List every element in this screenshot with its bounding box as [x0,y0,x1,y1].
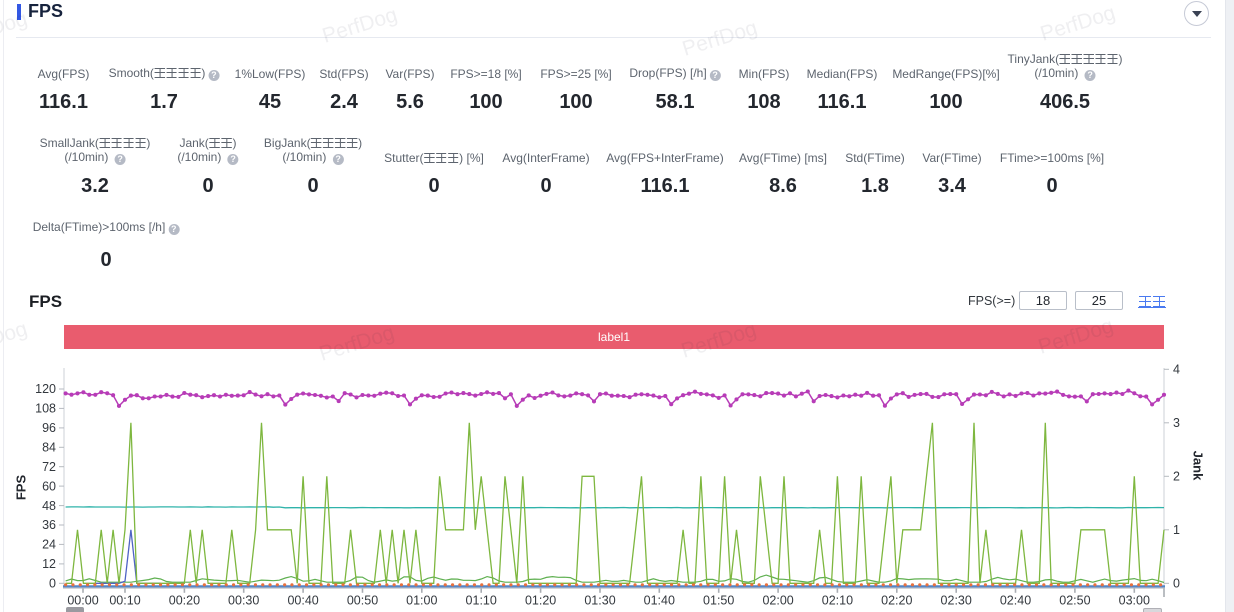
svg-text:120: 120 [35,382,56,396]
svg-text:84: 84 [42,441,56,455]
svg-text:0: 0 [1173,577,1180,591]
svg-text:01:30: 01:30 [584,594,615,608]
svg-text:3: 3 [1173,416,1180,430]
svg-text:02:30: 02:30 [941,594,972,608]
svg-text:03:00: 03:00 [1119,594,1150,608]
svg-text:00:20: 00:20 [169,594,200,608]
svg-text:60: 60 [42,479,56,493]
svg-text:1: 1 [1173,523,1180,537]
svg-text:02:10: 02:10 [822,594,853,608]
svg-text:01:40: 01:40 [644,594,675,608]
svg-text:00:30: 00:30 [228,594,259,608]
svg-text:48: 48 [42,499,56,513]
svg-text:12: 12 [42,557,56,571]
svg-text:108: 108 [35,402,56,416]
svg-text:00:50: 00:50 [347,594,378,608]
svg-text:36: 36 [42,518,56,532]
svg-text:02:20: 02:20 [881,594,912,608]
svg-text:02:50: 02:50 [1059,594,1090,608]
svg-text:0: 0 [49,577,56,591]
svg-text:01:20: 01:20 [525,594,556,608]
svg-text:96: 96 [42,421,56,435]
svg-text:01:10: 01:10 [466,594,497,608]
svg-text:00:10: 00:10 [109,594,140,608]
svg-text:00:40: 00:40 [287,594,318,608]
svg-text:72: 72 [42,460,56,474]
svg-text:00:00: 00:00 [67,594,98,608]
svg-text:24: 24 [42,538,56,552]
svg-text:2: 2 [1173,470,1180,484]
svg-text:02:40: 02:40 [1000,594,1031,608]
svg-text:02:00: 02:00 [762,594,793,608]
svg-text:01:00: 01:00 [406,594,437,608]
svg-text:01:50: 01:50 [703,594,734,608]
svg-text:4: 4 [1173,363,1180,377]
